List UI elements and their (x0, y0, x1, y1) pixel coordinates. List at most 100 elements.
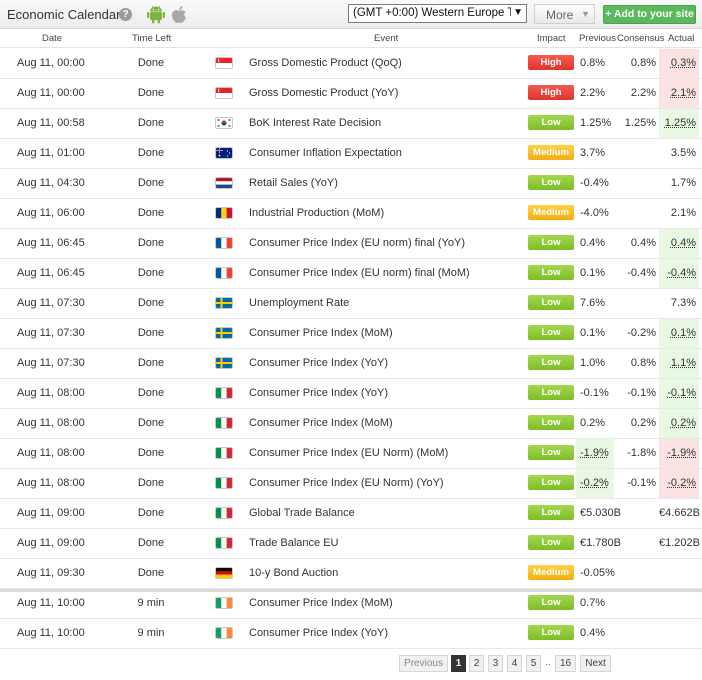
table-row[interactable]: Aug 11, 10:00 9 min Consumer Price Index (… (0, 589, 702, 619)
page-button-2[interactable]: 2 (469, 655, 484, 672)
time-left: Done (137, 447, 165, 459)
event-name[interactable]: Consumer Price Index (MoM) (249, 597, 393, 609)
singapore-flag-icon (215, 87, 233, 99)
table-row[interactable]: Aug 11, 06:00 Done Industrial Production (… (0, 199, 702, 229)
table-row[interactable]: Aug 11, 07:30 Done Consumer Price Index (Y… (0, 349, 702, 379)
previous-value: 0.7% (576, 589, 614, 618)
table-row[interactable]: Aug 11, 08:00 Done Consumer Price Index (E… (0, 439, 702, 469)
page-button-4[interactable]: 4 (507, 655, 522, 672)
page-button-3[interactable]: 3 (488, 655, 503, 672)
consensus-value (616, 529, 656, 558)
time-left: Done (137, 147, 165, 159)
event-date: Aug 11, 09:00 (17, 537, 85, 549)
actual-value-text: 1.1% (670, 357, 696, 369)
apple-icon[interactable] (171, 5, 187, 24)
italy-flag-icon (215, 507, 233, 519)
actual-value-text: €4.662B (659, 507, 700, 519)
table-header: Date Time Left Event Impact Previous Con… (0, 29, 702, 48)
page-button-1[interactable]: 1 (451, 655, 466, 672)
event-name[interactable]: Consumer Price Index (YoY) (249, 627, 388, 639)
previous-page-button[interactable]: Previous (399, 655, 448, 672)
more-button[interactable]: More ▼ (534, 4, 595, 24)
table-row[interactable]: Aug 11, 10:00 9 min Consumer Price Index (… (0, 619, 702, 649)
event-date: Aug 11, 00:00 (17, 57, 85, 69)
table-row[interactable]: Aug 11, 08:00 Done Consumer Price Index (Y… (0, 379, 702, 409)
actual-value-text: 0.4% (670, 237, 696, 249)
consensus-value (616, 619, 656, 648)
event-date: Aug 11, 08:00 (17, 387, 85, 399)
event-name[interactable]: Global Trade Balance (249, 507, 355, 519)
page-button-16[interactable]: 16 (555, 655, 576, 672)
table-row[interactable]: Aug 11, 09:00 Done Global Trade Balance Low… (0, 499, 702, 529)
event-name[interactable]: Consumer Price Index (MoM) (249, 417, 393, 429)
more-label: More (546, 8, 574, 22)
table-row[interactable]: Aug 11, 07:30 Done Unemployment Rate Low 7.6… (0, 289, 702, 319)
previous-value: 1.0% (576, 349, 614, 378)
event-date: Aug 11, 00:00 (17, 87, 85, 99)
android-icon[interactable] (147, 5, 165, 24)
event-name[interactable]: Consumer Price Index (EU norm) final (Yo… (249, 237, 466, 249)
event-name[interactable]: Consumer Price Index (EU Norm) (MoM) (249, 447, 449, 459)
italy-flag-icon (215, 447, 233, 459)
add-to-site-button[interactable]: + Add to your site (603, 5, 696, 24)
time-left: Done (137, 57, 165, 69)
actual-value: 2.1% (659, 199, 699, 228)
event-name[interactable]: Consumer Price Index (EU Norm) (YoY) (249, 477, 444, 489)
timezone-select[interactable]: (GMT +0:00) Western Europe Ti ▼ (348, 4, 527, 23)
actual-value: 1.25% (659, 109, 699, 138)
table-row[interactable]: Aug 11, 00:58 Done BoK Interest Rate Decis… (0, 109, 702, 139)
help-icon[interactable]: ? (119, 8, 132, 21)
previous-value: 0.1% (576, 259, 614, 288)
table-row[interactable]: Aug 11, 00:00 Done Gross Domestic Product … (0, 79, 702, 109)
previous-value: 0.8% (576, 49, 614, 78)
event-name[interactable]: Consumer Price Index (MoM) (249, 327, 393, 339)
column-time-left: Time Left (132, 33, 172, 44)
event-name[interactable]: BoK Interest Rate Decision (249, 117, 382, 129)
table-row[interactable]: Aug 11, 09:00 Done Trade Balance EU Low €1.7… (0, 529, 702, 559)
event-name[interactable]: Gross Domestic Product (YoY) (249, 87, 399, 99)
event-date: Aug 11, 08:00 (17, 477, 85, 489)
event-name[interactable]: 10-y Bond Auction (249, 567, 339, 579)
table-row[interactable]: Aug 11, 04:30 Done Retail Sales (YoY) Low -0… (0, 169, 702, 199)
time-left: Done (137, 357, 165, 369)
actual-value-text: -0.1% (667, 387, 696, 399)
event-name[interactable]: Retail Sales (YoY) (249, 177, 338, 189)
previous-value: €1.780B (576, 529, 621, 558)
event-name[interactable]: Consumer Inflation Expectation (249, 147, 402, 159)
next-page-button[interactable]: Next (580, 655, 611, 672)
table-row[interactable]: Aug 11, 06:45 Done Consumer Price Index (E… (0, 259, 702, 289)
table-row[interactable]: Aug 11, 07:30 Done Consumer Price Index (M… (0, 319, 702, 349)
previous-value: -0.4% (576, 169, 614, 198)
page-button-5[interactable]: 5 (526, 655, 541, 672)
consensus-value (616, 289, 656, 318)
event-name[interactable]: Consumer Price Index (YoY) (249, 387, 388, 399)
actual-value: -1.9% (659, 439, 699, 468)
impact-badge: Low (528, 445, 574, 460)
sweden-flag-icon (215, 357, 233, 369)
event-date: Aug 11, 07:30 (17, 297, 85, 309)
table-row[interactable]: Aug 11, 06:45 Done Consumer Price Index (E… (0, 229, 702, 259)
event-date: Aug 11, 08:00 (17, 417, 85, 429)
table-row[interactable]: Aug 11, 08:00 Done Consumer Price Index (E… (0, 469, 702, 499)
actual-value: €1.202B (659, 529, 700, 558)
actual-value: -0.1% (659, 379, 699, 408)
event-name[interactable]: Consumer Price Index (EU norm) final (Mo… (249, 267, 470, 279)
consensus-value: 1.25% (624, 117, 656, 129)
time-left: Done (137, 567, 165, 579)
table-row[interactable]: Aug 11, 00:00 Done Gross Domestic Product … (0, 49, 702, 79)
previous-value: -0.05% (576, 559, 615, 588)
event-name[interactable]: Trade Balance EU (249, 537, 339, 549)
event-name[interactable]: Unemployment Rate (249, 297, 350, 309)
event-date: Aug 11, 08:00 (17, 447, 85, 459)
event-name[interactable]: Gross Domestic Product (QoQ) (249, 57, 402, 69)
event-name[interactable]: Consumer Price Index (YoY) (249, 357, 388, 369)
column-actual: Actual (668, 33, 695, 44)
impact-badge: Medium (528, 145, 574, 160)
table-row[interactable]: Aug 11, 01:00 Done Consumer Inflation Expe… (0, 139, 702, 169)
event-name[interactable]: Industrial Production (MoM) (249, 207, 385, 219)
table-row[interactable]: Aug 11, 09:30 Done 10-y Bond Auction Medium… (0, 559, 702, 589)
consensus-value: 2.2% (630, 87, 656, 99)
time-left: Done (137, 87, 165, 99)
italy-flag-icon (215, 417, 233, 429)
table-row[interactable]: Aug 11, 08:00 Done Consumer Price Index (M… (0, 409, 702, 439)
